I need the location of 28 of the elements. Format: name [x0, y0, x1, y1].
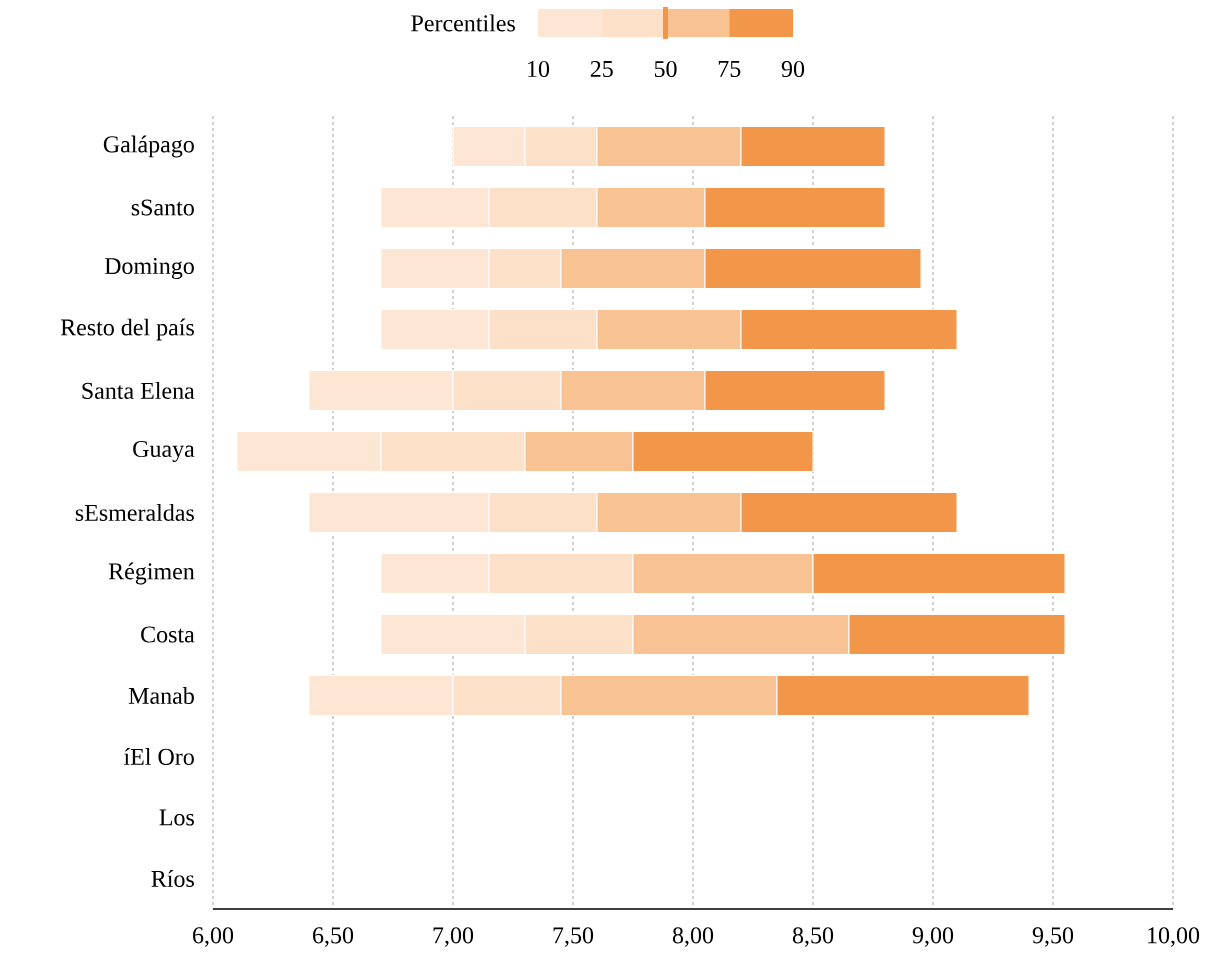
x-tick-label: 6,00 — [193, 927, 234, 947]
y-tick-label: Manab — [128, 687, 194, 704]
x-tick-label: 7,50 — [553, 927, 594, 947]
y-tick-label: Santa Elena — [82, 382, 195, 399]
y-tick-label: Domingo — [104, 257, 194, 280]
y-tick-label: Ríos — [151, 870, 194, 887]
x-tick-label: 9,50 — [1032, 927, 1074, 947]
text: 50 — [654, 60, 677, 78]
y-tick-label: Régimen — [108, 562, 195, 585]
y-tick-label: Guaya — [133, 440, 195, 463]
x-tick-label: 7,00 — [433, 927, 474, 947]
y-tick-label: Resto del país — [60, 318, 194, 341]
text: 10 — [528, 60, 550, 78]
x-tick-label: 6,50 — [313, 927, 354, 947]
x-tick-label: 8,00 — [672, 927, 714, 947]
x-tick-label: 9,00 — [912, 927, 954, 947]
y-tick-label: Costa — [141, 626, 195, 643]
y-tick-label: sEsmeraldas — [75, 504, 194, 521]
text: 75 — [718, 61, 741, 77]
text: 90 — [781, 60, 805, 78]
x-tick-label: 10,00 — [1148, 927, 1200, 947]
legend-title: Percentiles — [411, 14, 515, 32]
y-tick-label: Galápago — [103, 135, 194, 158]
y-tick-label: íEl Oro — [123, 748, 194, 765]
y-tick-label: Los — [159, 809, 194, 826]
text: 25 — [590, 60, 613, 78]
y-tick-label: sSanto — [131, 199, 194, 216]
x-tick-label: 8,50 — [792, 927, 834, 947]
